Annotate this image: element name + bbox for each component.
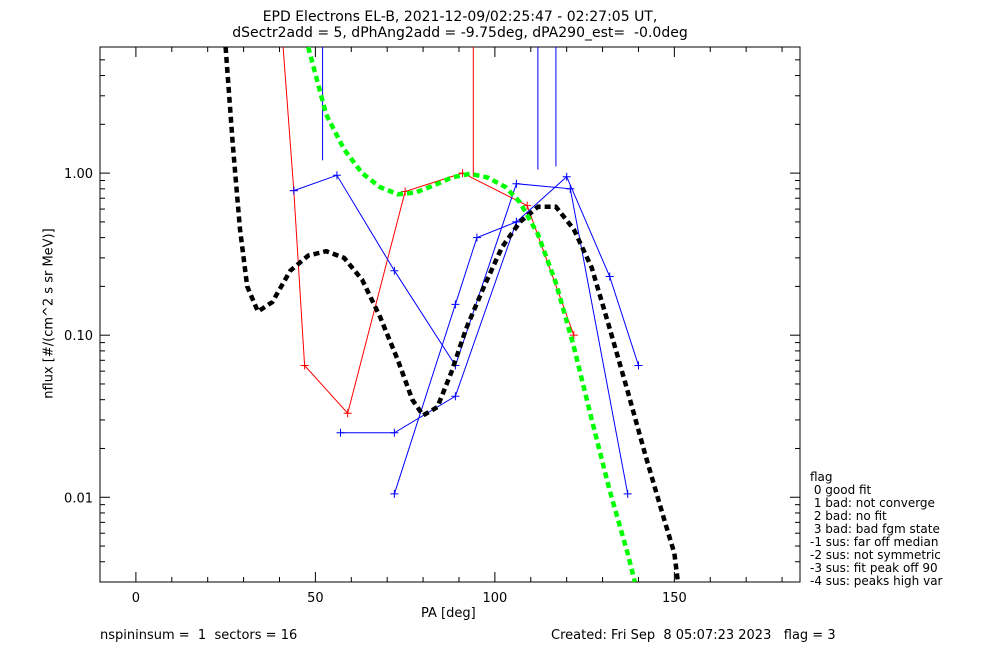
series-line-0 xyxy=(282,47,575,415)
series-line-4 xyxy=(393,221,517,494)
flag-legend-item: -2 sus: not symmetric xyxy=(810,548,941,562)
flag-legend-item: 2 bad: no fit xyxy=(810,509,887,523)
flag-legend-title: flag xyxy=(810,470,833,484)
data-point-marker xyxy=(336,428,345,437)
flag-legend-item: -3 sus: fit peak off 90 xyxy=(810,561,938,575)
data-point-marker xyxy=(451,300,460,309)
data-point-marker xyxy=(390,266,399,275)
data-point-marker xyxy=(605,272,614,281)
data-point-marker xyxy=(289,186,298,195)
x-tick-label: 100 xyxy=(482,591,507,606)
y-axis-label: nflux [#/(cm^2 s sr MeV)] xyxy=(41,228,57,399)
flag-legend-item: -1 sus: far off median xyxy=(810,535,939,549)
data-point-marker xyxy=(634,361,643,370)
flag-legend-item: 1 bad: not converge xyxy=(810,496,935,510)
data-point-marker xyxy=(451,392,460,401)
series-line-2 xyxy=(293,174,629,494)
data-point-marker xyxy=(472,233,481,242)
chart-title-line2: dSectr2add = 5, dPhAng2add = -9.75deg, d… xyxy=(232,25,688,41)
data-point-marker xyxy=(623,489,632,498)
data-point-marker xyxy=(512,179,521,188)
data-point-marker xyxy=(562,172,571,181)
flag-legend-item: -4 sus: peaks high var xyxy=(810,574,943,588)
flag-legend-item: 3 bad: bad fgm state xyxy=(810,522,940,536)
plot-frame xyxy=(99,46,801,583)
data-point-marker xyxy=(390,489,399,498)
series-line-9 xyxy=(306,47,638,582)
footer-info-left: nspininsum = 1 sectors = 16 xyxy=(100,628,298,643)
x-tick-label: 0 xyxy=(132,591,140,606)
y-tick-label: 0.01 xyxy=(64,491,93,506)
x-axis-label: PA [deg] xyxy=(421,606,476,621)
data-point-marker xyxy=(300,361,309,370)
flag-legend: flag 0 good fit 1 bad: not converge 2 ba… xyxy=(810,471,942,588)
series-line-8 xyxy=(223,47,681,582)
y-tick-label: 0.10 xyxy=(64,329,93,344)
data-point-marker xyxy=(523,201,532,210)
flag-legend-item: 0 good fit xyxy=(810,483,872,497)
chart-title-line1: EPD Electrons EL-B, 2021-12-09/02:25:47 … xyxy=(262,9,658,25)
x-tick-label: 50 xyxy=(307,591,324,606)
footer-info-right: Created: Fri Sep 8 05:07:23 2023 flag = … xyxy=(551,628,836,643)
series-line-3 xyxy=(340,175,639,434)
data-point-marker xyxy=(390,428,399,437)
data-point-marker xyxy=(569,331,578,340)
y-tick-label: 1.00 xyxy=(64,167,93,182)
x-tick-label: 150 xyxy=(662,591,687,606)
data-point-marker xyxy=(343,409,352,418)
data-point-marker xyxy=(332,171,341,180)
